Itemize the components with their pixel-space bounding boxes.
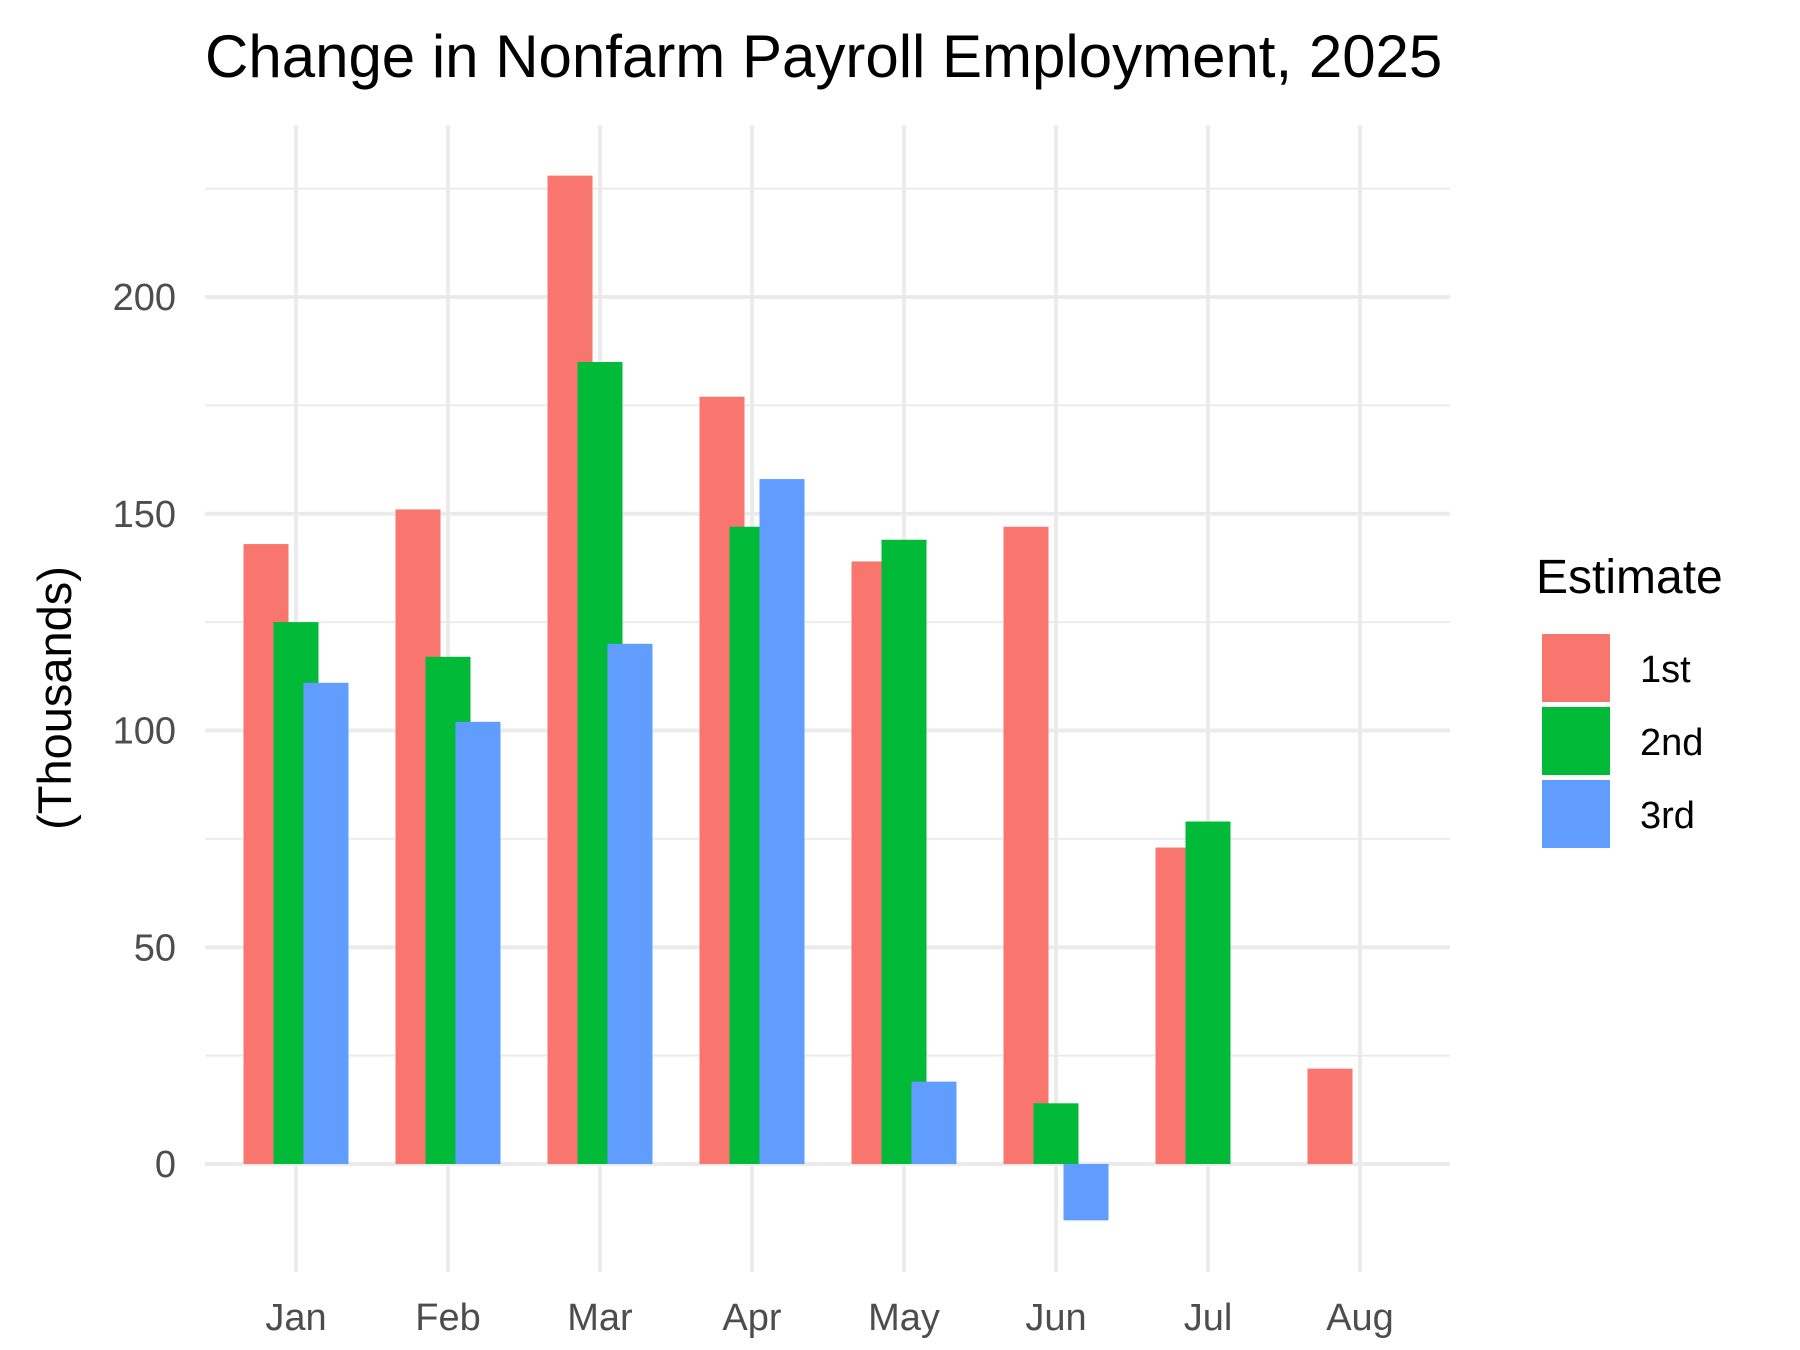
y-tick-label: 200 <box>113 277 176 319</box>
y-tick-label: 50 <box>134 927 176 969</box>
legend-title: Estimate <box>1536 551 1723 604</box>
x-tick-label: Jul <box>1184 1297 1233 1339</box>
bar-3rd-jan <box>303 682 349 1164</box>
bar-3rd-jun <box>1063 1164 1109 1221</box>
y-tick-label: 0 <box>155 1144 176 1186</box>
x-tick-label: Jun <box>1025 1297 1086 1339</box>
x-tick-labels: Jan Feb Mar Apr May Jun Jul Aug <box>265 1297 1393 1339</box>
bar-1st-aug <box>1307 1068 1353 1164</box>
x-tick-label: May <box>868 1297 940 1339</box>
legend-label-1st: 1st <box>1640 649 1691 691</box>
grid-layer <box>205 125 1450 1272</box>
legend-label-3rd: 3rd <box>1640 795 1695 837</box>
x-tick-label: Jan <box>265 1297 326 1339</box>
x-tick-label: Apr <box>722 1297 781 1339</box>
bar-3rd-mar <box>607 643 653 1164</box>
legend-label-2nd: 2nd <box>1640 722 1703 764</box>
bar-1st-jun <box>1003 526 1049 1164</box>
bar-2nd-may <box>881 539 927 1164</box>
legend: Estimate 1st 2nd 3rd <box>1536 551 1723 848</box>
y-tick-label: 100 <box>113 711 176 753</box>
x-tick-label: Mar <box>567 1297 633 1339</box>
bar-2nd-jun <box>1033 1103 1079 1164</box>
bar-3rd-apr <box>759 479 805 1164</box>
bar-2nd-jul <box>1185 821 1231 1164</box>
legend-key-2nd <box>1542 707 1610 775</box>
x-tick-label: Feb <box>415 1297 480 1339</box>
legend-key-1st <box>1542 634 1610 702</box>
y-tick-labels: 0 50 100 150 200 <box>113 277 176 1186</box>
bar-3rd-may <box>911 1081 957 1164</box>
legend-items: 1st 2nd 3rd <box>1542 634 1703 848</box>
y-tick-label: 150 <box>113 494 176 536</box>
legend-key-3rd <box>1542 780 1610 848</box>
y-axis-title: (Thousands) <box>28 566 81 830</box>
x-tick-label: Aug <box>1326 1297 1394 1339</box>
bars-layer <box>243 175 1353 1221</box>
chart-title: Change in Nonfarm Payroll Employment, 20… <box>205 23 1442 90</box>
bar-3rd-feb <box>455 721 501 1164</box>
